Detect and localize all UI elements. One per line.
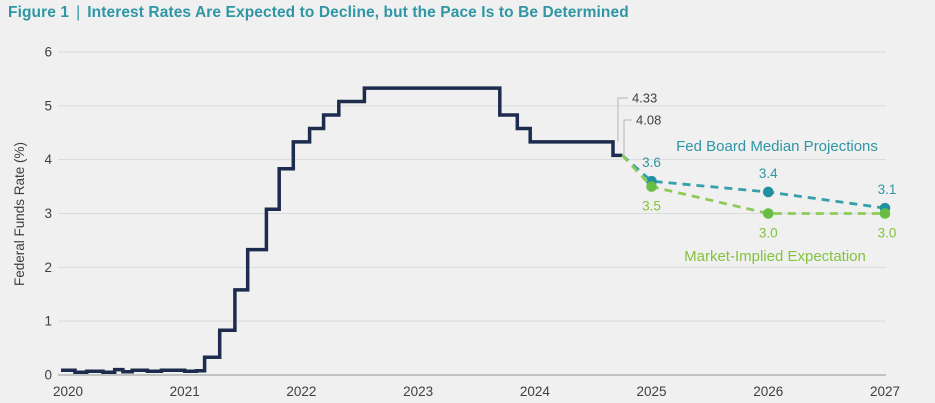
projection-value-label: 3.5 (642, 199, 661, 214)
y-tick-label: 6 (44, 45, 52, 60)
figure-label: Figure 1 (8, 4, 70, 21)
x-tick-label: 2027 (870, 384, 900, 399)
projection-point (762, 186, 774, 198)
projection-value-label: 3.6 (642, 155, 661, 170)
title-separator: | (76, 3, 81, 21)
annotation-connector (623, 119, 633, 156)
y-tick-label: 3 (44, 206, 52, 221)
x-tick-label: 2022 (286, 384, 316, 399)
x-tick-label: 2026 (753, 384, 783, 399)
y-tick-label: 4 (44, 152, 52, 167)
projection-line (621, 154, 886, 210)
series-label: Market-Implied Expectation (684, 248, 866, 265)
historical-rate-line (61, 86, 623, 375)
projection-value-label: 3.1 (878, 182, 897, 197)
x-tick-label: 2020 (53, 384, 83, 399)
x-tick-label: 2025 (637, 384, 667, 399)
projection-value-label: 3.4 (759, 166, 778, 181)
y-tick-label: 0 (44, 368, 52, 383)
projection-line (621, 154, 885, 215)
y-tick-label: 5 (44, 98, 52, 113)
y-axis-title: Federal Funds Rate (%) (12, 142, 27, 286)
y-tick-label: 1 (44, 314, 52, 329)
annotation-connector (617, 97, 628, 142)
x-tick-label: 2023 (403, 384, 433, 399)
projection-point (762, 208, 774, 219)
title-text: Interest Rates Are Expected to Decline, … (87, 4, 629, 21)
projection-value-label: 3.0 (759, 226, 778, 241)
projection-value-label: 3.0 (878, 226, 897, 241)
y-tick-label: 2 (44, 260, 52, 275)
x-tick-label: 2024 (520, 384, 551, 399)
figure-title: Figure 1 | Interest Rates Are Expected to … (8, 4, 629, 22)
x-tick-label: 2021 (170, 384, 200, 399)
projection-point (879, 208, 891, 219)
projection-point (646, 181, 657, 192)
series-label: Fed Board Median Projections (676, 138, 878, 155)
annotation-label: 4.33 (632, 91, 657, 106)
annotation-label: 4.08 (636, 113, 661, 128)
